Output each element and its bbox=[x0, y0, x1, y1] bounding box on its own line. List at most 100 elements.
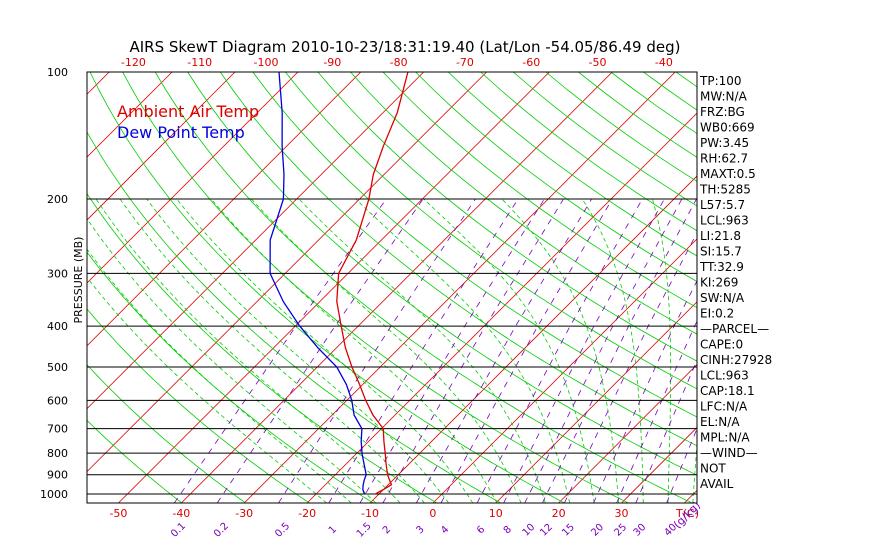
dew-point-temp-line bbox=[269, 72, 367, 495]
isotherm-line bbox=[181, 72, 613, 503]
dry-adiabat-line bbox=[87, 308, 310, 503]
mixing-ratio-tick-label: 3 bbox=[414, 524, 426, 536]
legend-ambient-air-temp: Ambient Air Temp bbox=[117, 102, 259, 121]
dry-adiabat-line bbox=[741, 72, 870, 503]
moist-adiabat-line bbox=[87, 248, 352, 503]
mixing-ratio-tick-label: 25 bbox=[612, 522, 629, 539]
top-temp-tick-label: -60 bbox=[522, 56, 540, 69]
legend-dew-point-temp: Dew Point Temp bbox=[117, 123, 245, 142]
dry-adiabat-line bbox=[285, 72, 697, 390]
moist-adiabat-line bbox=[176, 198, 474, 503]
pressure-tick-label: 500 bbox=[47, 361, 68, 374]
isotherm-line bbox=[87, 72, 362, 347]
dry-adiabat-line bbox=[643, 72, 697, 111]
mixing-ratio-tick-label: 8 bbox=[502, 524, 514, 536]
mixing-ratio-line bbox=[666, 427, 697, 503]
index-readout: CINH:27928 bbox=[700, 353, 772, 367]
pressure-tick-label: 700 bbox=[47, 423, 68, 436]
moist-adiabat-line bbox=[501, 198, 620, 503]
dry-adiabat-line bbox=[122, 72, 629, 503]
moist-adiabat-line bbox=[119, 198, 425, 503]
dry-adiabat-line bbox=[317, 72, 697, 362]
mixing-ratio-line bbox=[564, 231, 697, 503]
index-readout: —WIND— bbox=[700, 446, 758, 460]
index-readout: AVAIL bbox=[700, 477, 734, 491]
top-temp-tick-label: -110 bbox=[187, 56, 212, 69]
bottom-temp-tick-label: -20 bbox=[298, 507, 316, 520]
index-readout: TP:100 bbox=[699, 74, 742, 88]
bottom-temp-tick-label: 30 bbox=[615, 507, 629, 520]
moist-adiabat-line bbox=[581, 198, 644, 503]
pressure-tick-label: 600 bbox=[47, 394, 68, 407]
isotherm-line bbox=[747, 72, 870, 503]
moist-adiabat-line bbox=[210, 198, 498, 503]
mixing-ratio-line bbox=[359, 198, 545, 503]
mixing-ratio-tick-label: 20 bbox=[589, 522, 606, 539]
moist-adiabat-line bbox=[298, 198, 546, 503]
moist-adiabat-line bbox=[251, 198, 522, 503]
index-readout: MAXT:0.5 bbox=[700, 167, 756, 181]
bottom-temp-tick-label: 20 bbox=[552, 507, 566, 520]
temp-axis-unit-label: T(C) bbox=[675, 507, 699, 520]
dry-adiabat-line bbox=[350, 72, 697, 335]
mixing-ratio-tick-label: 1.5 bbox=[355, 521, 374, 540]
top-temp-tick-label: -50 bbox=[589, 56, 607, 69]
dry-adiabat-line bbox=[774, 72, 870, 503]
index-readout: L57:5.7 bbox=[700, 198, 745, 212]
dry-adiabat-line bbox=[87, 419, 183, 503]
dry-adiabat-line bbox=[89, 72, 565, 503]
moist-adiabat-line bbox=[95, 198, 401, 503]
pressure-tick-label: 800 bbox=[47, 447, 68, 460]
top-temp-tick-label: -80 bbox=[390, 56, 408, 69]
mixing-ratio-tick-label: 12 bbox=[538, 522, 555, 539]
y-axis-label: PRESSURE (MB) bbox=[72, 237, 85, 324]
dry-adiabat-line bbox=[447, 72, 697, 257]
top-temp-tick-label: -120 bbox=[121, 56, 146, 69]
mixing-ratio-tick-label: 0.1 bbox=[169, 521, 188, 540]
pressure-tick-label: 1000 bbox=[40, 488, 68, 501]
dry-adiabat-line bbox=[480, 72, 697, 232]
index-readout: LFC:N/A bbox=[700, 400, 748, 414]
index-readout: SI:15.7 bbox=[700, 245, 742, 259]
moist-adiabat-line bbox=[355, 198, 571, 503]
mixing-ratio-line bbox=[635, 359, 697, 503]
moist-adiabat-line bbox=[423, 198, 595, 503]
bottom-temp-tick-label: 0 bbox=[429, 507, 436, 520]
index-readout: RH:62.7 bbox=[700, 152, 748, 166]
isotherm-line bbox=[87, 72, 487, 473]
mixing-ratio-tick-label: 2 bbox=[381, 524, 393, 536]
bottom-temp-tick-label: -10 bbox=[361, 507, 379, 520]
ambient-air-temp-line bbox=[336, 72, 409, 495]
mixing-ratio-tick-label: 6 bbox=[475, 524, 487, 536]
isotherm-line bbox=[87, 72, 424, 410]
index-readout: LCL:963 bbox=[700, 214, 749, 228]
index-readout: —PARCEL— bbox=[700, 322, 769, 336]
dry-adiabat-line bbox=[415, 72, 697, 283]
isotherm-line bbox=[87, 72, 236, 221]
pressure-tick-label: 900 bbox=[47, 469, 68, 482]
isotherm-line bbox=[87, 72, 173, 158]
plot-frame bbox=[86, 71, 698, 504]
bottom-temp-tick-label: 10 bbox=[489, 507, 503, 520]
index-readout: EI:0.2 bbox=[700, 307, 734, 321]
dry-adiabat-line bbox=[154, 72, 693, 503]
dry-adiabat-line bbox=[87, 131, 501, 503]
index-readout: CAP:18.1 bbox=[700, 384, 755, 398]
moist-adiabat-line bbox=[652, 198, 672, 503]
mixing-ratio-line bbox=[415, 198, 592, 503]
mixing-ratio-tick-label: 15 bbox=[560, 522, 577, 539]
index-readout: TT:32.9 bbox=[699, 260, 744, 274]
dry-adiabat-line bbox=[382, 72, 697, 309]
isotherm-line bbox=[558, 364, 697, 503]
top-temp-tick-label: -90 bbox=[323, 56, 341, 69]
pressure-tick-label: 400 bbox=[47, 320, 68, 333]
pressure-tick-label: 100 bbox=[47, 66, 68, 79]
mixing-ratio-line bbox=[476, 198, 643, 503]
mixing-ratio-tick-label: 30 bbox=[632, 522, 649, 539]
bottom-temp-tick-label: -50 bbox=[109, 507, 127, 520]
index-readout: SW:N/A bbox=[700, 291, 745, 305]
mixing-ratio-tick-label: 4 bbox=[439, 524, 451, 536]
dry-adiabat-line bbox=[219, 72, 697, 447]
mixing-ratio-tick-label: 0.5 bbox=[273, 521, 292, 540]
